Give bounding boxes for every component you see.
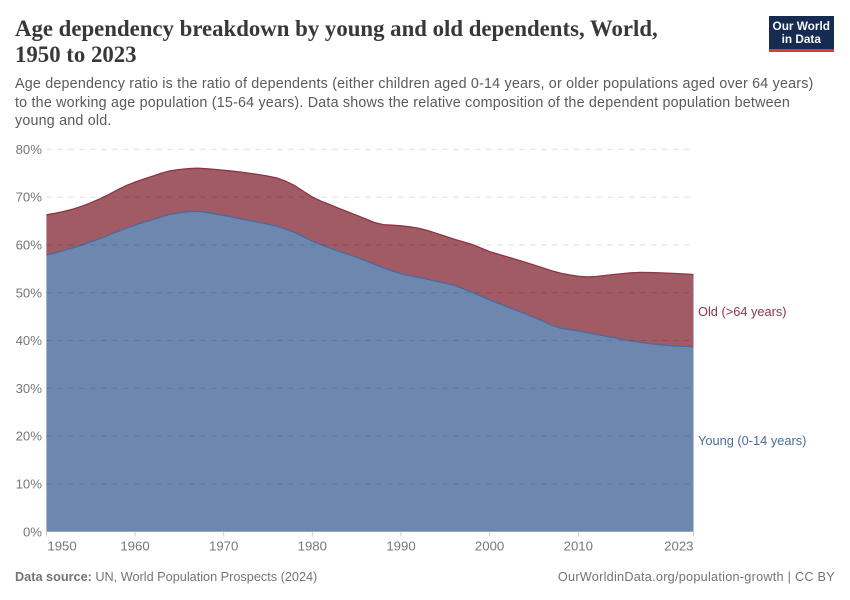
svg-text:30%: 30% — [16, 381, 43, 396]
svg-text:1980: 1980 — [298, 539, 327, 554]
svg-text:1950: 1950 — [47, 539, 76, 554]
svg-text:1990: 1990 — [386, 539, 415, 554]
svg-text:60%: 60% — [16, 238, 43, 253]
svg-text:2000: 2000 — [475, 539, 504, 554]
svg-text:0%: 0% — [23, 524, 42, 539]
svg-text:2010: 2010 — [564, 539, 593, 554]
svg-text:1970: 1970 — [209, 539, 238, 554]
svg-text:50%: 50% — [16, 285, 43, 300]
svg-text:80%: 80% — [16, 142, 43, 157]
svg-text:2023: 2023 — [664, 539, 693, 554]
svg-text:70%: 70% — [16, 190, 43, 205]
svg-text:20%: 20% — [16, 429, 43, 444]
svg-text:10%: 10% — [16, 477, 43, 492]
svg-text:1960: 1960 — [120, 539, 149, 554]
svg-text:40%: 40% — [16, 333, 43, 348]
